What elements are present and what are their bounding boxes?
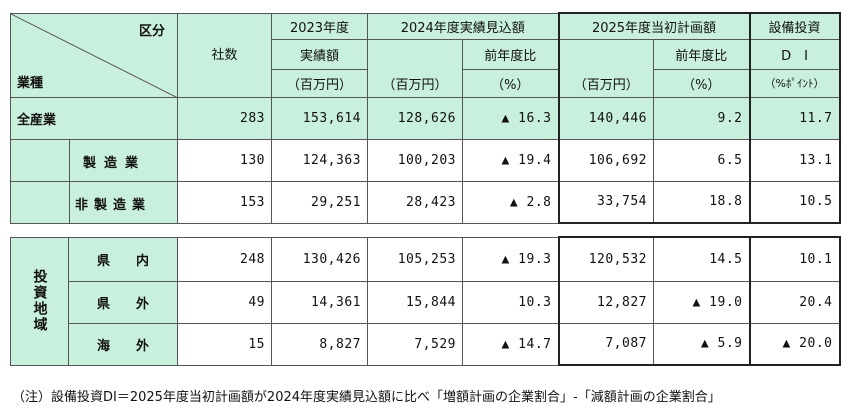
y2024-header-title: 2024年度実績見込額 — [367, 12, 559, 40]
cell-y2023: 14,361 — [271, 280, 368, 324]
cell-shasu: 15 — [177, 322, 272, 366]
cell-y2024: 28,423 — [367, 180, 463, 224]
di-header-line1: 設備投資 — [748, 12, 841, 40]
cell-shasu: 248 — [177, 236, 272, 282]
cell-y2023: 29,251 — [271, 180, 368, 224]
cell-y2025: 120,532 — [557, 236, 654, 282]
table-row: 県 外 49 14,361 15,844 10.3 12,827 ▲ 19.0 … — [11, 280, 841, 324]
corner-header-cell: 区分 業種 — [10, 12, 178, 98]
y2024-ratio-header: 前年度比 — [462, 38, 559, 70]
region-table: 投資地域 県 内 248 130,426 105,253 ▲ 19.3 120,… — [10, 236, 841, 366]
y2023-header-line1: 2023年度 — [271, 12, 368, 40]
y2025-unit-header: （百万円） — [557, 38, 654, 98]
cell-di: 11.7 — [748, 96, 841, 140]
row-label-all: 全産業 — [10, 96, 178, 140]
cell-y2025-ratio: 18.8 — [653, 180, 750, 224]
table-row: 海 外 15 8,827 7,529 ▲ 14.7 7,087 ▲ 5.9 ▲ … — [11, 322, 841, 366]
cell-y2025-ratio: 14.5 — [653, 236, 750, 282]
row-label-region: 海 外 — [68, 322, 178, 366]
y2024-ratio-unit-header: （%） — [462, 68, 559, 98]
indent-cell — [11, 139, 70, 181]
table-row: 非製造業 153 29,251 28,423 ▲ 2.8 33,754 18.8… — [10, 180, 841, 224]
cell-shasu: 283 — [177, 96, 272, 140]
cell-y2024: 7,529 — [367, 322, 463, 366]
cell-di: 20.4 — [748, 280, 841, 324]
cell-y2025-ratio: ▲ 19.0 — [653, 280, 750, 324]
cell-shasu: 153 — [177, 180, 272, 224]
cell-y2023: 153,614 — [271, 96, 368, 140]
cell-y2024-ratio: 10.3 — [462, 280, 559, 324]
row-label-nonmanufacturing: 非製造業 — [10, 180, 178, 224]
row-label-manufacturing: 製造業 — [10, 138, 178, 182]
cell-y2025-ratio: 6.5 — [653, 138, 750, 182]
cell-y2023: 8,827 — [271, 322, 368, 366]
cell-y2024-ratio: ▲ 19.4 — [462, 138, 559, 182]
cell-y2025-ratio: ▲ 5.9 — [653, 322, 750, 366]
di-header-line2: D I — [748, 38, 841, 70]
cell-y2024: 100,203 — [367, 138, 463, 182]
cell-y2024-ratio: ▲ 2.8 — [462, 180, 559, 224]
table-row: 投資地域 県 内 248 130,426 105,253 ▲ 19.3 120,… — [10, 236, 841, 366]
y2025-ratio-header: 前年度比 — [653, 38, 750, 70]
cell-y2025-ratio: 9.2 — [653, 96, 750, 140]
cell-y2024-ratio: ▲ 16.3 — [462, 96, 559, 140]
row-label-region: 県 外 — [68, 280, 178, 324]
cell-y2023: 130,426 — [271, 236, 368, 282]
row-label-region: 県 内 — [68, 236, 178, 282]
y2024-unit-header: （百万円） — [367, 38, 463, 98]
cell-y2024: 15,844 — [367, 280, 463, 324]
cell-y2024: 128,626 — [367, 96, 463, 140]
region-group-label-cell: 投資地域 — [10, 236, 69, 366]
cell-y2024-ratio: ▲ 19.3 — [462, 236, 559, 282]
cell-y2025: 12,827 — [557, 280, 654, 324]
cell-shasu: 130 — [177, 138, 272, 182]
y2025-header-title: 2025年度当初計画額 — [557, 12, 750, 40]
y2025-ratio-unit-header: （%） — [653, 68, 750, 98]
industry-table: 区分 業種 社数 2023年度 2024年度実績見込額 2025年度当初計画額 … — [10, 12, 841, 224]
cell-y2025: 33,754 — [557, 180, 654, 224]
cell-shasu: 49 — [177, 280, 272, 324]
cell-y2025: 140,446 — [557, 96, 654, 140]
footnote: （注）設備投資DI＝2025年度当初計画額が2024年度実績見込額に比べ「増額計… — [12, 390, 721, 405]
y2023-header-line2: 実績額 — [271, 38, 368, 70]
diagonal-line — [11, 13, 178, 98]
cell-y2025: 7,087 — [557, 322, 654, 366]
table-row: 製造業 130 124,363 100,203 ▲ 19.4 106,692 6… — [10, 138, 841, 182]
kubun-label: 区分 — [138, 23, 165, 39]
cell-y2024: 105,253 — [367, 236, 463, 282]
cell-y2025: 106,692 — [557, 138, 654, 182]
cell-di: ▲ 20.0 — [748, 322, 841, 366]
cell-y2023: 124,363 — [271, 138, 368, 182]
cell-y2024-ratio: ▲ 14.7 — [462, 322, 559, 366]
y2023-unit-header: （百万円） — [271, 68, 368, 98]
indent-cell — [11, 181, 70, 223]
cell-di: 10.5 — [748, 180, 841, 224]
region-group-label: 投資地域 — [31, 269, 48, 333]
table-row: 全産業 283 153,614 128,626 ▲ 16.3 140,446 9… — [10, 96, 841, 140]
shasu-header: 社数 — [177, 12, 272, 98]
gyoshu-label: 業種 — [17, 75, 44, 91]
cell-di: 10.1 — [748, 236, 841, 282]
di-unit-header: （%ﾎﾟｲﾝﾄ） — [748, 68, 841, 98]
cell-di: 13.1 — [748, 138, 841, 182]
